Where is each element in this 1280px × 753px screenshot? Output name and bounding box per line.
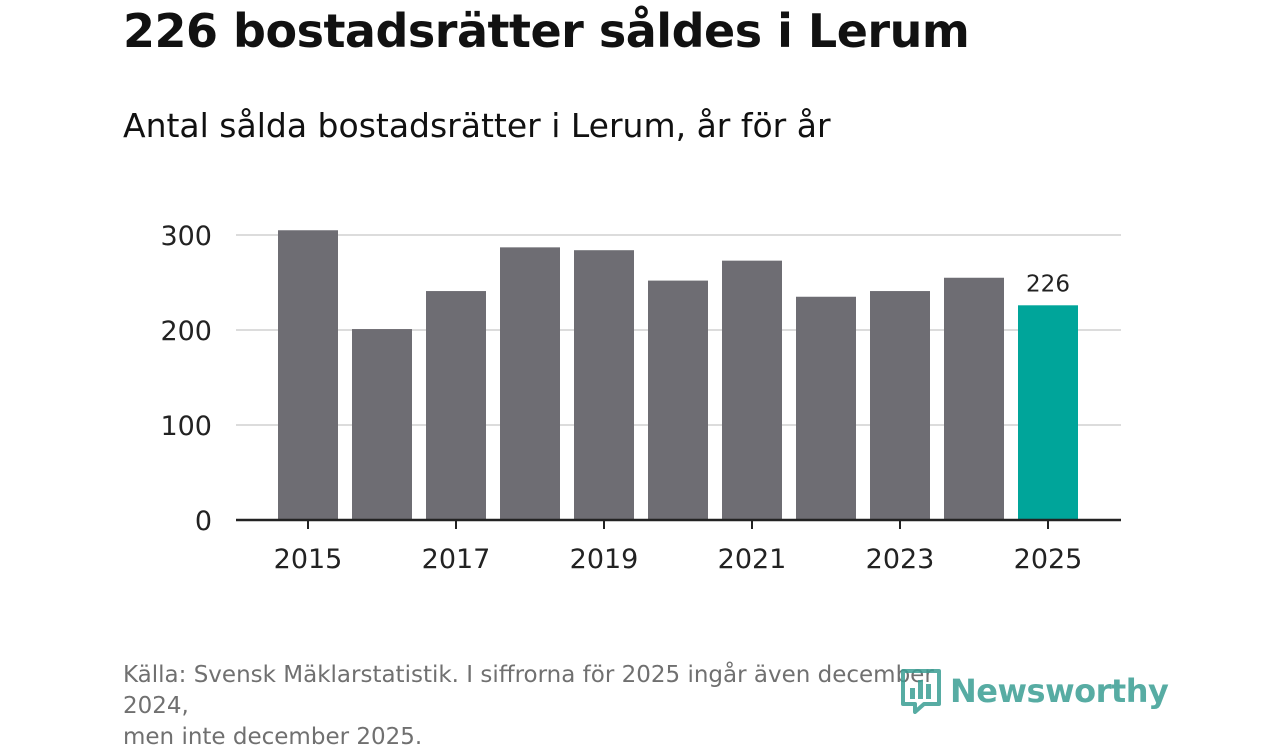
data-labels: 226	[1026, 271, 1070, 297]
newsworthy-logo: Newsworthy	[900, 668, 1169, 714]
bar-2018	[500, 247, 560, 520]
y-tick-label: 300	[160, 221, 212, 252]
x-tick-label: 2025	[1014, 544, 1083, 575]
x-tick-label: 2019	[570, 544, 639, 575]
bar-2022	[796, 296, 856, 520]
source-note: Källa: Svensk Mäklarstatistik. I siffror…	[123, 660, 983, 753]
x-tick-label: 2017	[422, 544, 491, 575]
x-tick-label: 2021	[718, 544, 787, 575]
bar-2015	[278, 230, 338, 520]
bar-2021	[722, 260, 782, 520]
bar-chart-icon	[901, 669, 941, 714]
bar-chart: 0 100 200 300 2015 2017 2019 2021 2023 2025 226	[160, 221, 1121, 575]
data-label-2025: 226	[1026, 271, 1070, 297]
source-line-2: men inte december 2025.	[123, 724, 423, 750]
y-tick-label: 100	[160, 411, 212, 442]
x-axis-labels: 2015 2017 2019 2021 2023 2025	[274, 544, 1083, 575]
y-tick-label: 200	[160, 316, 212, 347]
chart-subtitle: Antal sålda bostadsrätter i Lerum, år fö…	[123, 106, 831, 145]
source-line-1: Källa: Svensk Mäklarstatistik. I siffror…	[123, 662, 934, 719]
bar-2019	[574, 250, 634, 520]
bar-2025	[1018, 305, 1078, 520]
bar-2024	[944, 277, 1004, 520]
bar-2017	[426, 291, 486, 520]
bar-2020	[648, 280, 708, 520]
chart-title: 226 bostadsrätter såldes i Lerum	[123, 4, 970, 58]
y-axis-labels: 0 100 200 300	[160, 221, 212, 537]
x-tick-label: 2015	[274, 544, 343, 575]
x-axis	[236, 518, 1121, 529]
x-tick-label: 2023	[866, 544, 935, 575]
logo-text: Newsworthy	[950, 672, 1169, 710]
bar-2023	[870, 291, 930, 520]
y-tick-label: 0	[195, 506, 212, 537]
bar-2016	[352, 329, 412, 520]
bars	[278, 230, 1078, 520]
